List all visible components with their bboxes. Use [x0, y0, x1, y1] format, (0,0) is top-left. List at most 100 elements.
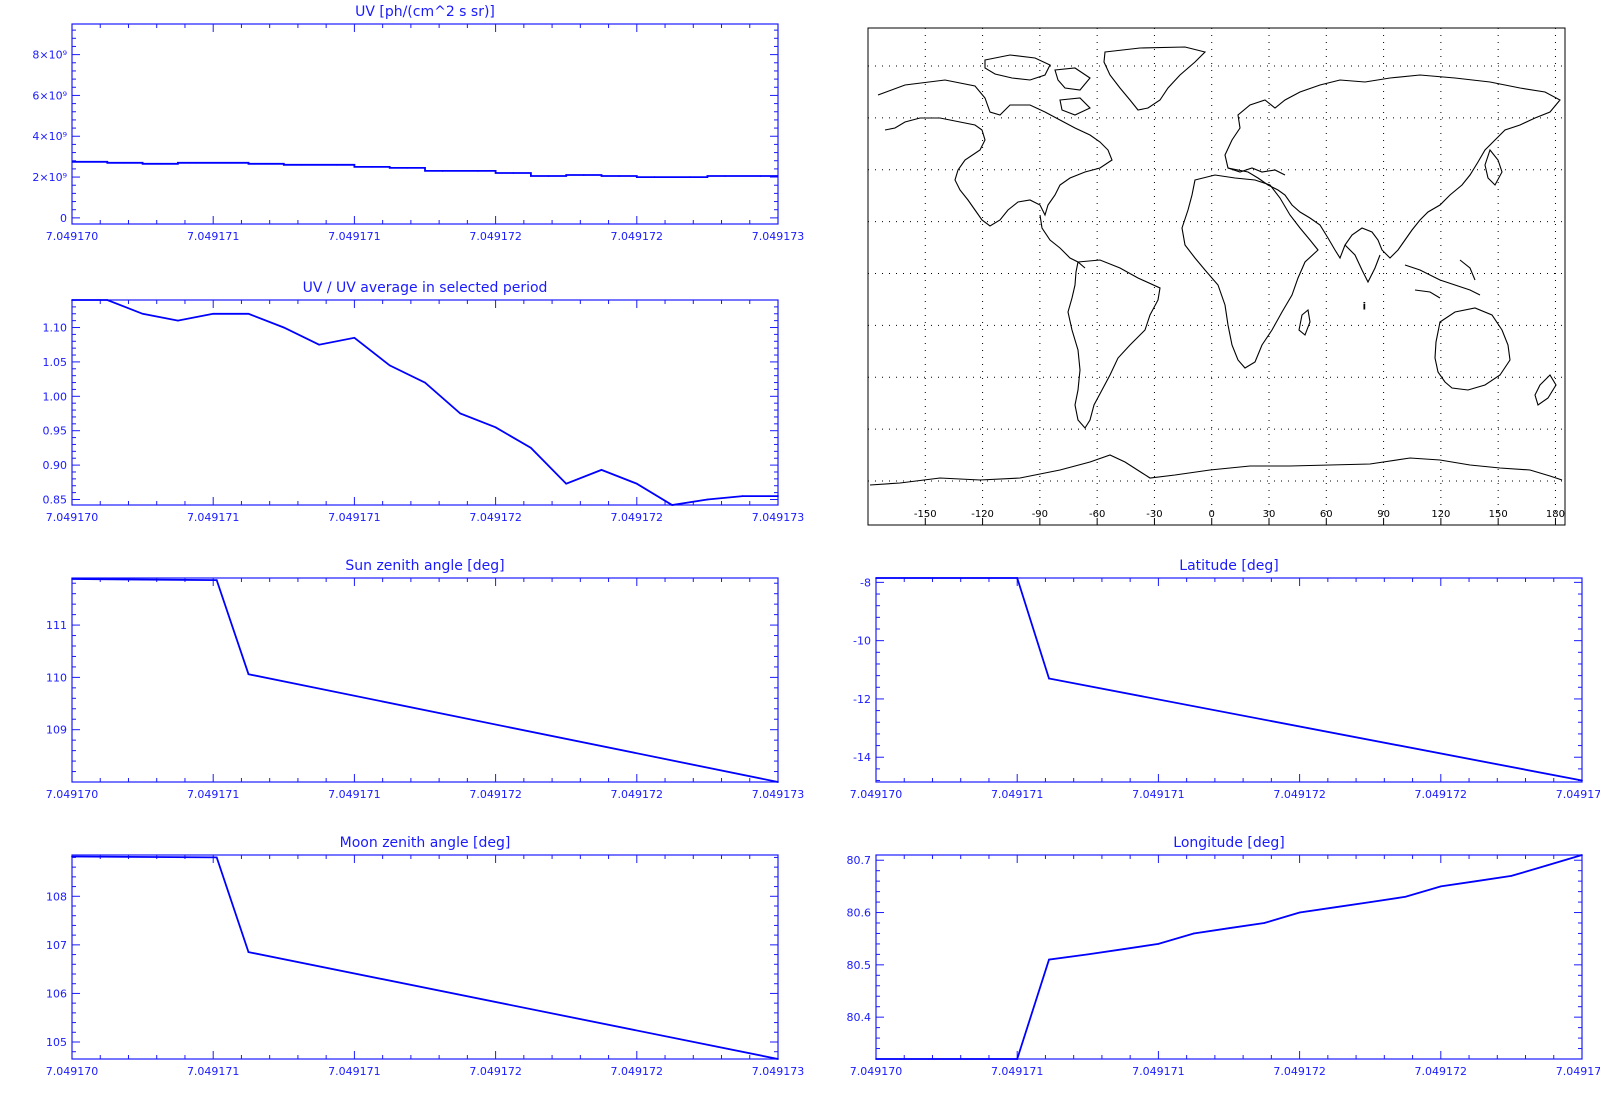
map-tick-label: 60	[1320, 509, 1333, 520]
map-tick-label: 0	[1209, 509, 1215, 520]
data-point	[335, 164, 338, 166]
data-point	[371, 166, 373, 168]
plot-frame	[71, 854, 779, 1060]
chart-title: UV / UV average in selected period	[303, 280, 548, 296]
data-point	[159, 162, 162, 165]
data-point	[1369, 901, 1371, 903]
y-tick-label: 80.5	[847, 959, 872, 972]
x-tick-label: 7.049172	[469, 230, 522, 243]
series-line	[71, 578, 779, 783]
x-tick-label: 7.049173	[752, 230, 805, 243]
data-point	[618, 175, 620, 177]
data-point	[1016, 1058, 1018, 1060]
y-tick-label: -10	[853, 635, 871, 648]
data-point	[247, 312, 250, 315]
y-tick-label: 107	[46, 939, 67, 952]
data-point	[1048, 958, 1050, 961]
x-tick-label: 7.049170	[850, 1065, 903, 1078]
data-point	[688, 176, 691, 178]
data-point	[141, 312, 144, 315]
data-point	[1581, 854, 1583, 856]
data-point	[741, 495, 744, 497]
plot-frame	[875, 854, 1583, 1060]
x-tick-label: 7.049171	[1132, 1065, 1185, 1078]
y-tick-label: 0	[60, 212, 67, 225]
x-tick-label: 7.049171	[1132, 788, 1185, 801]
chart-latitude: Latitude [deg] 7.049170 7.049171 7.049171 7.…	[850, 558, 1600, 801]
map-tick-label: 180	[1546, 509, 1565, 520]
x-tick-label: 7.049171	[187, 1065, 240, 1078]
data-point	[388, 364, 391, 367]
x-tick-label: 7.049171	[187, 788, 240, 801]
data-point	[494, 426, 497, 429]
data-point	[1298, 911, 1301, 914]
data-point	[706, 498, 709, 501]
data-point	[424, 381, 426, 384]
map-tick-label: -120	[971, 509, 994, 520]
map-frame	[867, 27, 1566, 526]
data-point	[759, 175, 762, 177]
x-tick-label: 7.049170	[46, 788, 99, 801]
x-tick-label: 7.049172	[1273, 1065, 1326, 1078]
data-point	[1545, 864, 1548, 867]
data-point	[1157, 943, 1160, 945]
data-point	[230, 161, 232, 164]
coast-madagascar	[1298, 308, 1311, 336]
x-tick-label: 7.049172	[1415, 788, 1468, 801]
data-point	[88, 160, 91, 163]
y-tick-label: 1.05	[43, 356, 68, 369]
coast-eurasia	[1224, 74, 1561, 260]
chart-title: Longitude [deg]	[1173, 835, 1284, 851]
series-line	[72, 160, 778, 178]
data-point	[565, 482, 567, 485]
y-tick-label: 1.10	[43, 322, 68, 335]
coast-japan	[1484, 148, 1503, 186]
data-point	[1192, 932, 1195, 935]
x-tick-label: 7.049172	[469, 788, 522, 801]
data-point	[724, 175, 726, 177]
data-point	[71, 299, 73, 301]
data-point	[71, 578, 73, 580]
y-tick-label: 106	[46, 987, 67, 1000]
data-point	[477, 170, 479, 172]
data-point	[636, 482, 638, 485]
x-tick-label: 7.049171	[187, 230, 240, 243]
x-tick-label: 7.049170	[46, 511, 99, 524]
x-tick-label: 7.049171	[328, 230, 381, 243]
series-line	[72, 299, 778, 506]
x-tick-label: 7.049173	[752, 788, 805, 801]
coast-antarctica	[869, 454, 1563, 486]
data-point	[1087, 953, 1089, 956]
map-tick-label: 30	[1263, 509, 1276, 520]
data-point	[530, 447, 532, 449]
x-tick-label: 7.049173	[1556, 1065, 1600, 1078]
data-point	[1581, 779, 1583, 782]
x-tick-label: 7.049173	[752, 511, 805, 524]
chart-title: UV [ph/(cm^2 s sr)]	[355, 4, 495, 20]
y-tick-label: 80.7	[847, 854, 872, 867]
series-line	[876, 854, 1583, 1060]
data-point	[777, 495, 779, 497]
y-tick-label: 110	[46, 671, 67, 684]
chart-longitude: Longitude [deg] 7.049170 7.049171 7.049171 7…	[847, 835, 1600, 1078]
x-tick-label: 7.049171	[991, 1065, 1044, 1078]
plot-frame	[71, 299, 779, 506]
x-tick-label: 7.049172	[611, 788, 664, 801]
y-tick-label: 80.6	[847, 907, 872, 920]
y-tick-label: 80.4	[847, 1011, 872, 1024]
data-point	[265, 162, 267, 165]
x-tick-label: 7.049171	[187, 511, 240, 524]
chart-sun-zenith: Sun zenith angle [deg] 7.049170 7.049171 7.…	[46, 558, 805, 801]
x-tick-label: 7.049172	[611, 230, 664, 243]
map-longitude-ticks: -150 -120 -90 -60 -30 0 30 60 90 120 150 180	[914, 509, 1565, 525]
y-tick-label: 0.95	[43, 425, 68, 438]
y-tick-label: 105	[46, 1036, 67, 1049]
chart-title: Moon zenith angle [deg]	[340, 835, 511, 851]
x-tick-label: 7.049171	[328, 788, 381, 801]
data-point	[1263, 922, 1266, 924]
x-tick-label: 7.049172	[611, 1065, 664, 1078]
map-tick-label: -90	[1032, 509, 1048, 520]
x-tick-label: 7.049171	[328, 1065, 381, 1078]
chart-uv: UV [ph/(cm^2 s sr)] 7.049170 7.049171 7.049…	[32, 4, 804, 243]
